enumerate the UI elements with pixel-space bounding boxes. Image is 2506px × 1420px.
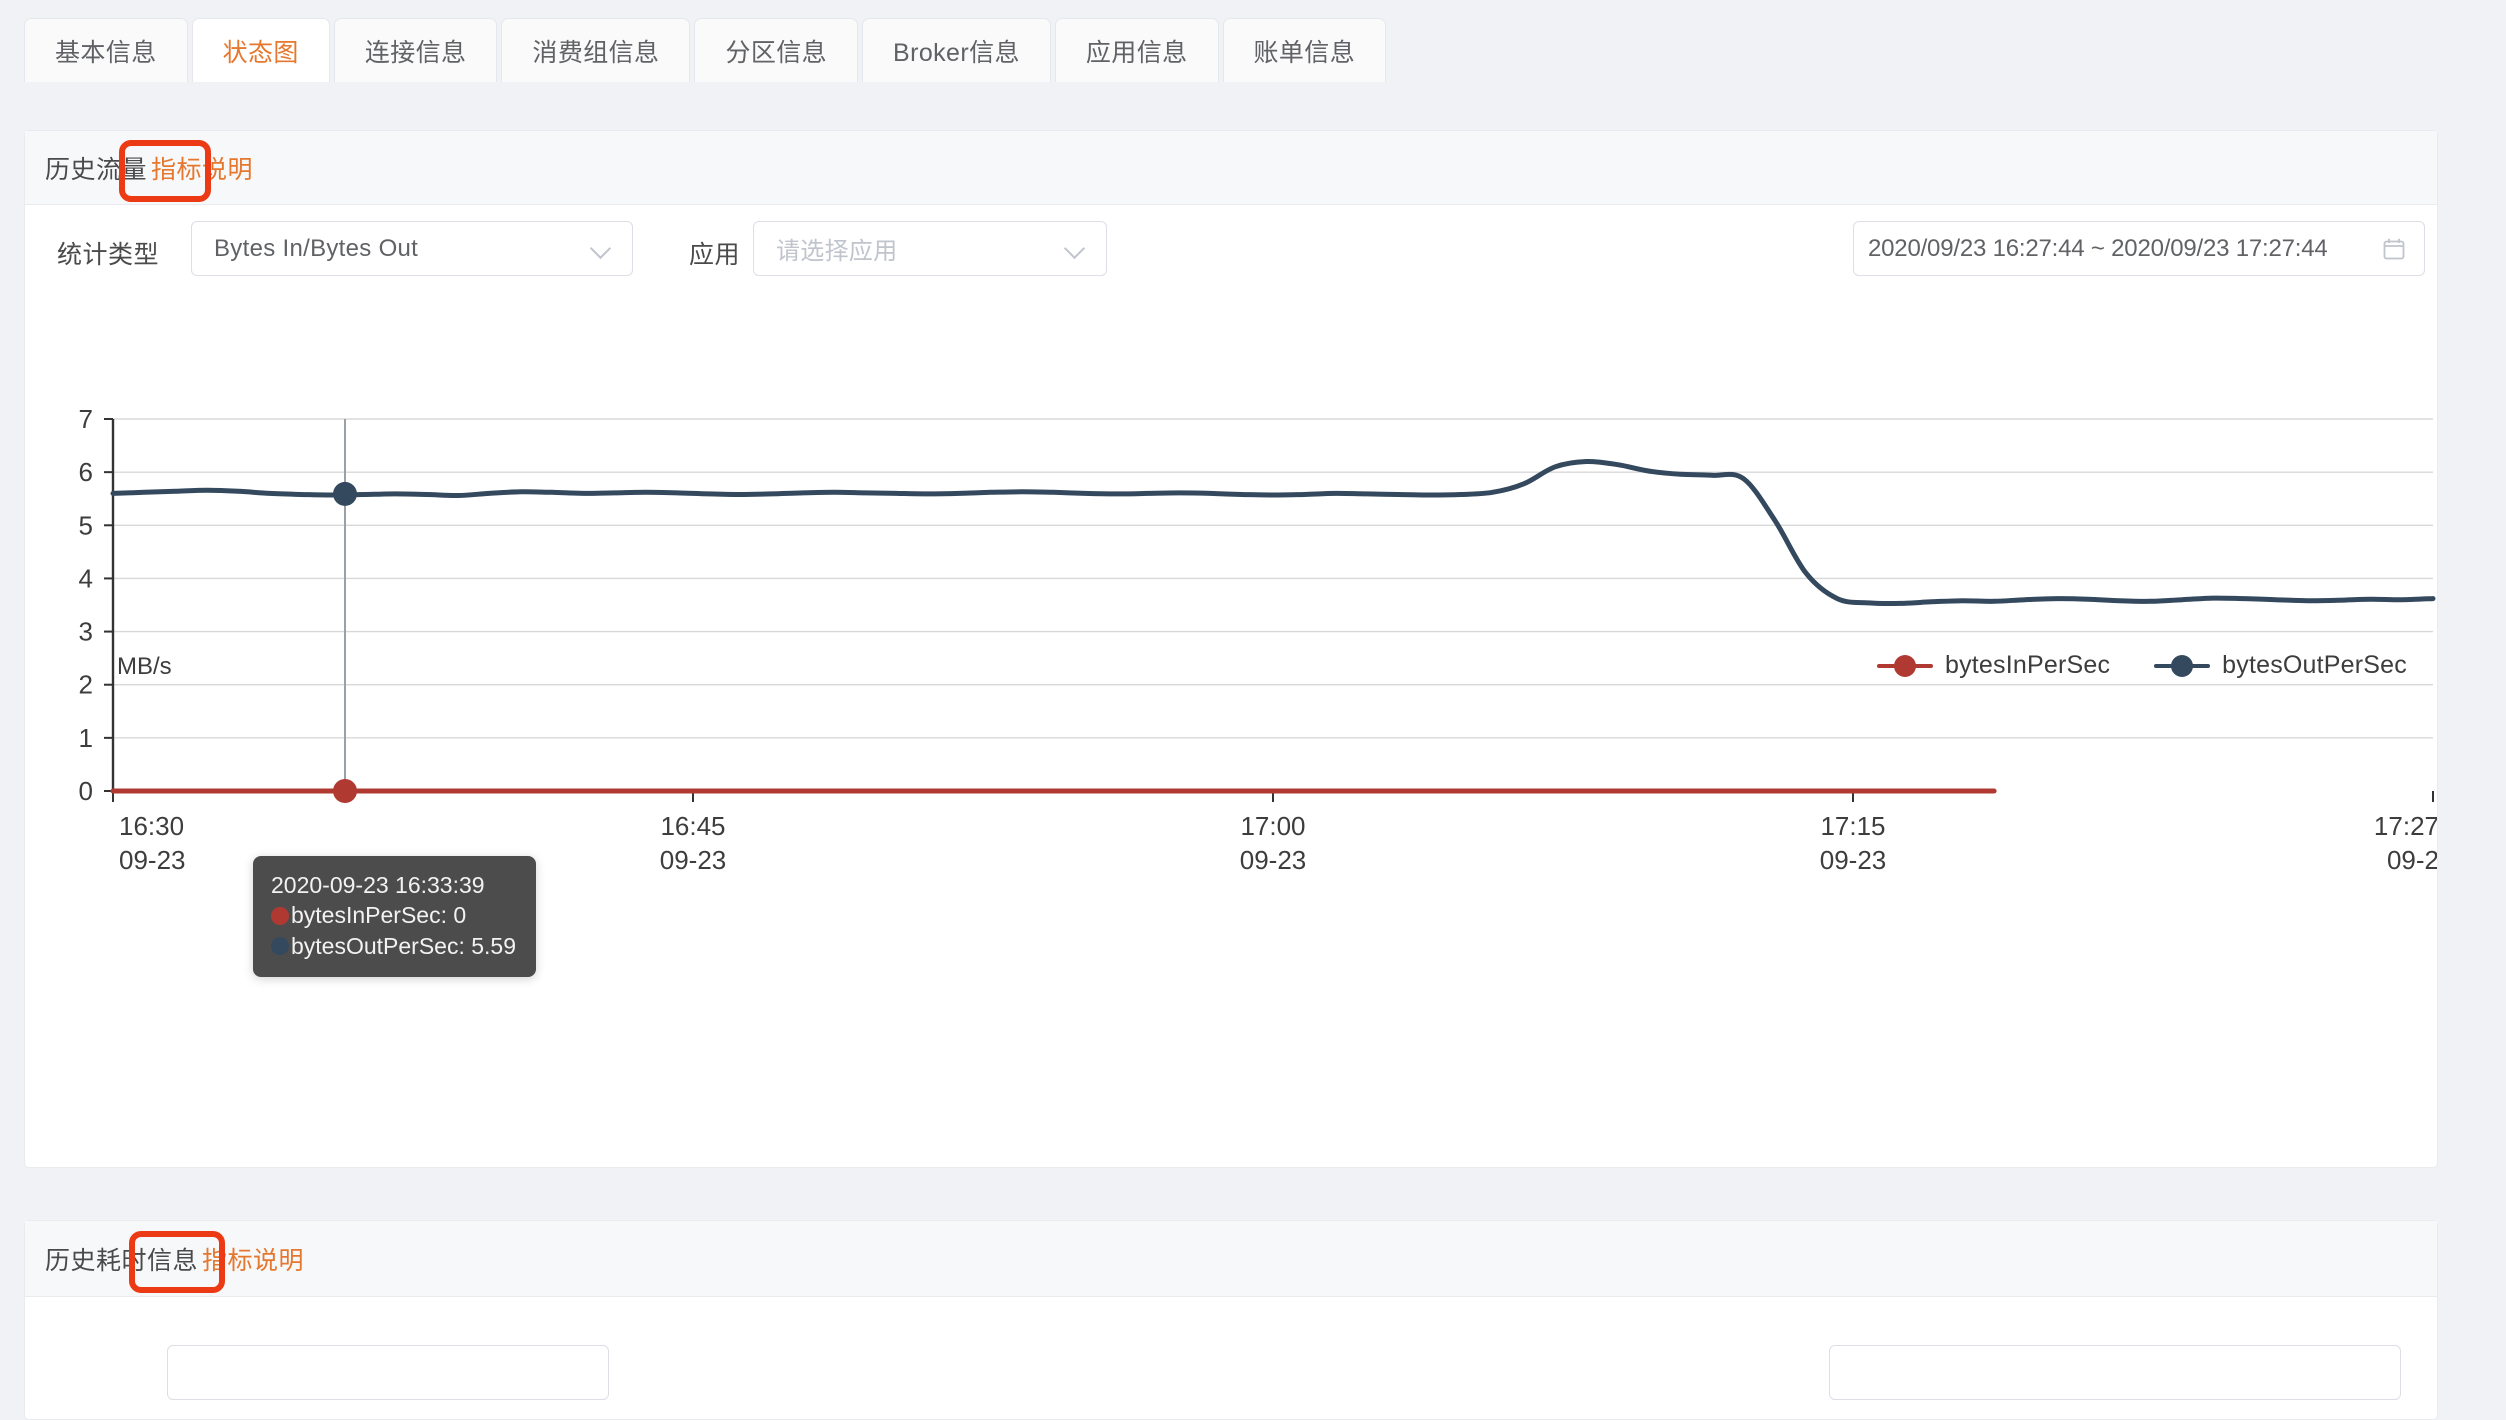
tab-3[interactable]: 连接信息 <box>333 18 498 82</box>
chevron-down-icon <box>1064 238 1086 260</box>
svg-text:17:15: 17:15 <box>1820 811 1885 841</box>
app-select[interactable]: 请选择应用 <box>753 221 1107 276</box>
cost-stat-type-select[interactable] <box>167 1345 609 1400</box>
series-color-dot-icon <box>271 936 289 955</box>
chart-svg: 0 1 2 3 4 5 6 7 16:30 09-23 16:45 09-23 17:00 09-23 17… <box>79 404 2437 875</box>
app-placeholder: 请选择应用 <box>776 238 898 265</box>
tab-7[interactable]: 应用信息 <box>1054 18 1219 82</box>
legend-marker-icon <box>2154 654 2211 677</box>
stat-type-label: 统计类型 <box>57 241 160 269</box>
tab-5[interactable]: 分区信息 <box>694 18 859 82</box>
legend-label: bytesOutPerSec <box>2222 651 2407 679</box>
cost-page-title: 历史耗时信息 <box>45 1246 199 1275</box>
history-cost-card: 历史耗时信息 指标说明 <box>24 1220 2438 1420</box>
svg-text:16:45: 16:45 <box>660 811 725 841</box>
svg-text:1: 1 <box>79 723 93 753</box>
stat-type-value: Bytes In/Bytes Out <box>214 234 419 262</box>
svg-text:09-23: 09-23 <box>1820 845 1887 875</box>
legend-item-bytesInPerSec[interactable]: bytesInPerSec <box>1876 651 2111 680</box>
svg-text:16:30: 16:30 <box>119 811 184 841</box>
svg-text:09-2: 09-2 <box>2387 845 2437 875</box>
tooltip-time: 2020-09-23 16:33:39 <box>271 872 485 898</box>
date-range-value: 2020/09/23 16:27:44 ~ 2020/09/23 17:27:4… <box>1868 234 2328 262</box>
cost-date-range-picker[interactable] <box>1829 1345 2401 1400</box>
tab-2[interactable]: 状态图 <box>191 18 330 82</box>
svg-text:5: 5 <box>79 510 93 540</box>
tab-6[interactable]: Broker信息 <box>862 18 1051 82</box>
svg-text:7: 7 <box>79 404 93 434</box>
tab-list: 基本信息 状态图 连接信息 消费组信息 分区信息 Broker信息 应用信息 账单信息 <box>24 18 1390 82</box>
tooltip-row-in: bytesInPerSec: 0 <box>271 900 516 930</box>
legend-marker-icon <box>1876 654 1933 677</box>
svg-text:2: 2 <box>79 670 93 700</box>
chart-legend: bytesInPerSec bytesOutPerSec <box>1876 651 2407 680</box>
cost-filter-toolbar <box>25 1297 2437 1417</box>
svg-text:4: 4 <box>79 563 93 593</box>
filter-toolbar: 统计类型 Bytes In/Bytes Out 应用 请选择应用 2020/09… <box>25 205 2437 291</box>
tab-4[interactable]: 消费组信息 <box>501 18 691 82</box>
svg-text:09-23: 09-23 <box>119 845 186 875</box>
series-color-dot-icon <box>271 906 289 925</box>
svg-text:3: 3 <box>79 617 93 647</box>
page-title: 历史流量 <box>45 155 148 184</box>
chart-tooltip: 2020-09-23 16:33:39 bytesInPerSec: 0 byt… <box>253 856 537 978</box>
svg-text:17:27: 17:27 <box>2374 811 2437 841</box>
calendar-icon <box>2382 237 2406 261</box>
svg-text:6: 6 <box>79 457 93 487</box>
tooltip-row-out: bytesOutPerSec: 5.59 <box>271 931 516 961</box>
tab-1[interactable]: 基本信息 <box>24 18 188 82</box>
tooltip-row-text: bytesOutPerSec: 5.59 <box>291 932 517 959</box>
svg-text:17:00: 17:00 <box>1240 811 1305 841</box>
legend-item-bytesOutPerSec[interactable]: bytesOutPerSec <box>2154 651 2407 680</box>
history-cost-header: 历史耗时信息 指标说明 <box>25 1221 2437 1297</box>
legend-label: bytesInPerSec <box>1944 651 2111 679</box>
tooltip-row-text: bytesInPerSec: 0 <box>291 902 467 929</box>
history-flow-card: 历史流量 指标说明 统计类型 Bytes In/Bytes Out 应用 请选择… <box>24 130 2438 1168</box>
svg-text:0: 0 <box>79 776 93 806</box>
date-range-picker[interactable]: 2020/09/23 16:27:44 ~ 2020/09/23 17:27:4… <box>1853 221 2425 276</box>
cost-metric-description-link[interactable]: 指标说明 <box>202 1246 305 1275</box>
svg-text:09-23: 09-23 <box>660 845 727 875</box>
stat-type-select[interactable]: Bytes In/Bytes Out <box>191 221 633 276</box>
flow-chart[interactable]: MB/s bytesInPerSec bytesOutPerSec 0 1 2 3 4 5… <box>25 291 2437 1081</box>
metric-description-link[interactable]: 指标说明 <box>151 155 254 184</box>
tab-bar: 基本信息 状态图 连接信息 消费组信息 分区信息 Broker信息 应用信息 账单信息 <box>0 0 2506 112</box>
tab-8[interactable]: 账单信息 <box>1222 18 1387 82</box>
history-flow-header: 历史流量 指标说明 <box>25 131 2437 205</box>
app-label: 应用 <box>689 241 741 269</box>
svg-text:09-23: 09-23 <box>1240 845 1307 875</box>
chart-plot-area[interactable]: 0 1 2 3 4 5 6 7 16:30 09-23 16:45 09-23 17:00 09-23 17… <box>25 291 2437 1081</box>
y-axis-unit-label: MB/s <box>117 653 172 680</box>
chevron-down-icon <box>590 238 612 260</box>
